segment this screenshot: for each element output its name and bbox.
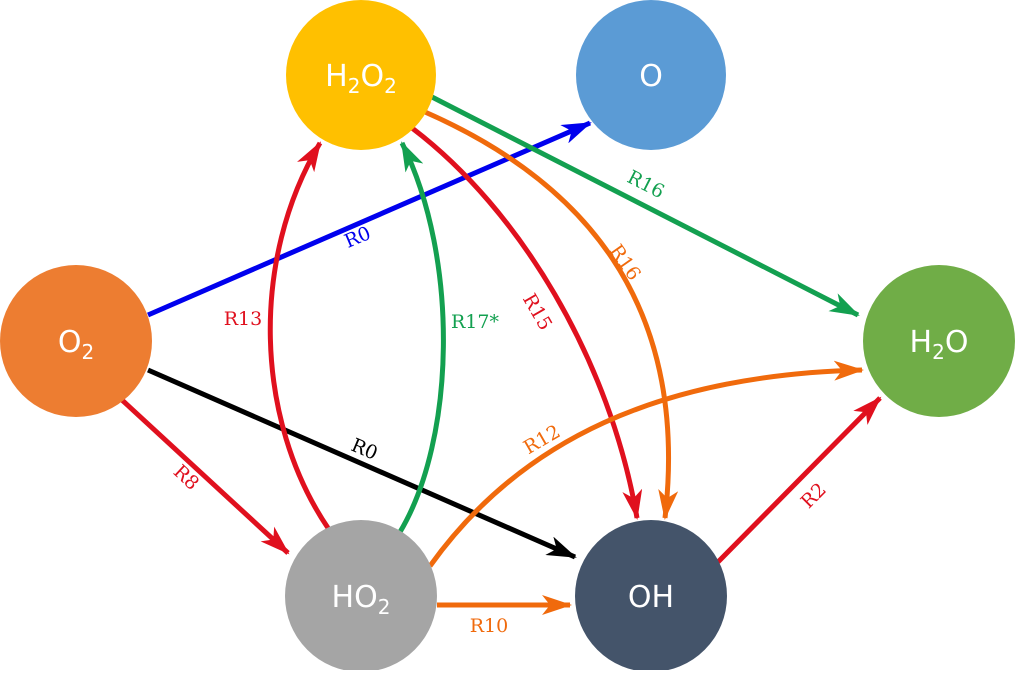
edge-h2o2-to-h2o-r16 — [430, 94, 860, 318]
edge-label-r15: R15 — [518, 290, 556, 334]
node-oh: OH — [575, 520, 727, 672]
edge-label-r10: R10 — [470, 615, 508, 637]
node-h2o: H2O — [863, 265, 1015, 417]
node-ho2: HO2 — [285, 520, 437, 672]
node-ho2-label: HO2 — [332, 580, 391, 619]
edge-label-r17: R17* — [451, 311, 499, 333]
edge-label-r2: R2 — [797, 479, 831, 513]
edge-h2o2-to-oh-r16 — [423, 109, 679, 520]
edge-ho2-to-h2o-r12 — [427, 360, 864, 568]
node-o2: O2 — [0, 265, 152, 417]
edge-label-r13: R13 — [224, 308, 262, 330]
edge-labels: R0 R0 R8 R13 R17* R15 R16 R16 R12 R10 R2 — [169, 166, 831, 637]
edge-h2o2-to-oh-r15 — [410, 126, 643, 520]
node-o-label: O — [639, 59, 663, 94]
edge-ho2-to-h2o2-r13 — [267, 141, 331, 530]
node-o: O — [576, 0, 726, 150]
edge-o2-to-o — [147, 120, 592, 318]
edge-label-r16-orange: R16 — [605, 240, 645, 284]
edge-label-o2-ho2: R8 — [169, 461, 203, 495]
edge-o2-to-oh — [146, 367, 577, 560]
edge-oh-to-h2o-r2 — [716, 396, 882, 564]
node-h2o2: H2O2 — [286, 0, 436, 150]
node-h2o2-label: H2O2 — [325, 59, 397, 98]
node-h2o-label: H2O — [910, 325, 969, 364]
node-oh-label: OH — [628, 580, 674, 615]
edge-o2-to-ho2 — [120, 398, 290, 555]
edges — [120, 94, 882, 615]
edge-ho2-to-h2o2-r17 — [397, 141, 446, 534]
node-o2-label: O2 — [58, 325, 94, 364]
edge-label-r12: R12 — [520, 421, 564, 459]
